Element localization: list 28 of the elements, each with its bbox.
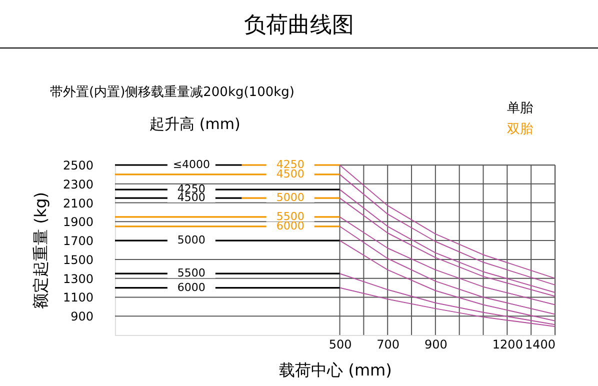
y-tick-label: 2100 <box>62 196 94 210</box>
series-label: 6000 <box>276 219 304 232</box>
x-tick-label: 1200 <box>492 338 523 352</box>
y-tick-label: 1500 <box>62 252 94 267</box>
series-label: 5500 <box>177 266 206 280</box>
x-tick-label: 500 <box>328 338 352 352</box>
series-label: 5000 <box>276 191 304 204</box>
y-tick-label: 1900 <box>62 215 94 230</box>
x-tick-label: 700 <box>376 338 400 352</box>
series-label: 4500 <box>276 167 304 180</box>
series-label: ≤4000 <box>172 158 210 171</box>
y-tick-label: 2300 <box>62 177 94 192</box>
x-tick-label: 900 <box>424 338 448 352</box>
x-axis-title: 载荷中心 (mm) <box>279 360 392 380</box>
y-tick-label: 1700 <box>62 234 94 248</box>
y-axis-title: 额定起重量 (kg) <box>30 192 50 309</box>
chart-title: 负荷曲线图 <box>244 13 354 38</box>
x-tick-label: 1400 <box>524 338 556 352</box>
y-tick-label: 900 <box>70 310 94 324</box>
y-tick-label: 1100 <box>62 290 94 305</box>
legend-title: 起升高 (mm) <box>150 115 240 133</box>
text: 单胎 <box>507 101 533 116</box>
text: 双胎 <box>507 122 533 137</box>
series-label: 5000 <box>177 234 206 247</box>
series-label: 6000 <box>177 280 206 294</box>
chart-subtitle: 带外置(内置)侧移载重量减200kg(100kg) <box>50 85 294 100</box>
y-tick-label: 1300 <box>62 272 94 286</box>
y-tick-label: 2500 <box>62 158 94 172</box>
